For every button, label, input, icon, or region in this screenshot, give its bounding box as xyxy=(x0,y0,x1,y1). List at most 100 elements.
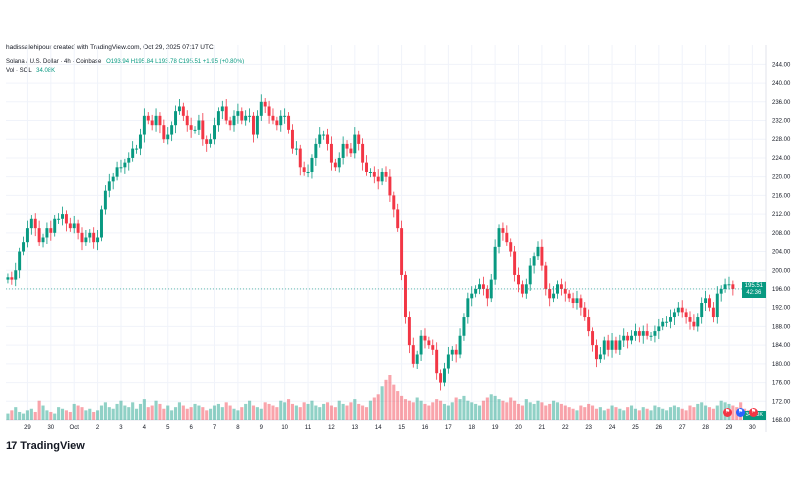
candle-body xyxy=(411,345,415,364)
candle-body xyxy=(263,101,267,107)
volume-bar xyxy=(72,403,76,420)
x-tick-label: 17 xyxy=(445,425,452,431)
tradingview-logo-icon: 17 xyxy=(6,440,17,452)
candle-body xyxy=(29,218,33,229)
flag-us-icon[interactable]: ⚑ xyxy=(723,408,732,417)
candle-body xyxy=(103,190,107,210)
candle-body xyxy=(333,162,337,168)
volume-bar xyxy=(700,402,704,420)
candle-body xyxy=(341,143,345,158)
candle-body xyxy=(653,331,657,336)
candle-body xyxy=(598,354,602,360)
candle-body xyxy=(618,340,622,350)
candle-body xyxy=(53,218,57,233)
candle-body xyxy=(298,148,302,168)
candle-body xyxy=(727,284,731,286)
volume-bar xyxy=(415,397,419,420)
candle-body xyxy=(583,307,587,318)
candle-body xyxy=(497,228,501,247)
candle-body xyxy=(657,326,661,332)
candle-body xyxy=(92,232,96,243)
candle-body xyxy=(517,274,520,285)
volume-bar xyxy=(127,407,131,420)
volume-bar xyxy=(696,403,700,420)
volume-bar xyxy=(411,402,415,420)
candle-body xyxy=(513,251,517,275)
volume-bar xyxy=(380,386,384,420)
candle-body xyxy=(244,115,248,121)
volume-bar xyxy=(707,407,712,420)
flag-us-icon[interactable]: ⚑ xyxy=(749,408,758,417)
candle-body xyxy=(458,335,462,355)
candle-body xyxy=(100,209,103,238)
candle-body xyxy=(450,349,454,355)
candle-body xyxy=(501,228,505,233)
x-tick-label: 28 xyxy=(702,425,709,431)
candle-body xyxy=(505,232,509,243)
volume-bar xyxy=(509,397,513,420)
candle-body xyxy=(442,368,446,383)
volume-bar xyxy=(403,399,408,420)
volume-bar xyxy=(446,405,450,420)
candle-body xyxy=(61,214,64,219)
candle-body xyxy=(466,298,470,318)
volume-bar xyxy=(470,402,474,420)
candle-body xyxy=(267,106,271,116)
candle-body xyxy=(645,331,649,336)
volume-bar xyxy=(641,407,645,420)
y-tick-label: 196.00 xyxy=(772,287,791,293)
volume-bar xyxy=(154,400,158,420)
x-tick-label: 20 xyxy=(515,425,522,431)
volume-bar xyxy=(629,405,634,420)
volume-bar xyxy=(111,408,115,420)
volume-bar xyxy=(37,400,41,420)
candle-body xyxy=(119,167,123,169)
legend-symbol[interactable]: Solana / U.S. Dollar · 4h · Coinbase xyxy=(6,59,102,65)
candle-body xyxy=(715,293,719,318)
volume-bar xyxy=(680,408,684,420)
y-tick-label: 208.00 xyxy=(772,231,791,237)
volume-bar xyxy=(18,411,22,420)
candle-body xyxy=(189,125,193,130)
candle-body xyxy=(252,115,255,135)
tradingview-brand[interactable]: 17 TradingView xyxy=(6,440,85,452)
candle-body xyxy=(688,317,692,322)
candle-body xyxy=(353,134,357,154)
volume-bar xyxy=(688,405,692,420)
candle-body xyxy=(365,162,368,172)
flag-us-icon[interactable]: ⚑ xyxy=(736,408,745,417)
candle-body xyxy=(68,223,72,229)
volume-bar xyxy=(645,408,649,420)
candle-body xyxy=(579,298,583,308)
volume-bar xyxy=(711,408,715,420)
volume-bar xyxy=(497,399,501,420)
candle-body xyxy=(427,340,431,346)
candle-body xyxy=(454,349,458,355)
volume-bar xyxy=(462,395,466,420)
candle-body xyxy=(228,120,232,126)
volume-bar xyxy=(672,405,676,420)
volume-bar xyxy=(552,400,556,420)
legend-vol-label[interactable]: Vol · SOL xyxy=(6,68,32,74)
candle-body xyxy=(205,139,209,144)
candle-body xyxy=(606,340,610,350)
candle-body xyxy=(236,111,240,116)
candle-body xyxy=(540,246,544,266)
volume-bar xyxy=(64,410,68,420)
candle-body xyxy=(337,157,341,168)
candle-body xyxy=(552,293,556,299)
volume-bar xyxy=(477,405,482,420)
candle-body xyxy=(435,349,439,374)
candle-body xyxy=(641,331,645,336)
volume-bar xyxy=(435,399,439,420)
volume-bar xyxy=(567,407,571,420)
volume-bar xyxy=(107,407,111,420)
volume-bar xyxy=(454,397,458,420)
volume-bar xyxy=(653,405,657,420)
volume-bar xyxy=(341,403,345,420)
volume-bar xyxy=(536,400,540,420)
candle-body xyxy=(380,171,384,182)
candle-body xyxy=(384,171,388,177)
candle-body xyxy=(142,115,146,135)
